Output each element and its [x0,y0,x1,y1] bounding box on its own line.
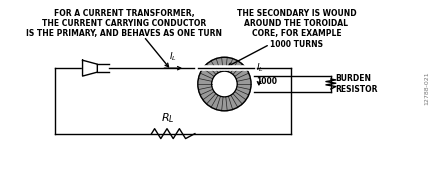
Text: FOR A CURRENT TRANSFORMER,
THE CURRENT CARRYING CONDUCTOR
IS THE PRIMARY, AND BE: FOR A CURRENT TRANSFORMER, THE CURRENT C… [26,9,221,38]
Text: 12788-021: 12788-021 [424,71,428,105]
Text: $I_L$: $I_L$ [255,62,263,74]
Text: BURDEN
RESISTOR: BURDEN RESISTOR [334,74,376,94]
Ellipse shape [211,71,237,97]
Text: $R_L$: $R_L$ [161,111,174,125]
Text: $I_L$: $I_L$ [169,51,177,63]
Text: THE SECONDARY IS WOUND
AROUND THE TOROIDAL
CORE, FOR EXAMPLE
1000 TURNS: THE SECONDARY IS WOUND AROUND THE TOROID… [236,9,355,49]
Text: 1000: 1000 [255,77,276,86]
Polygon shape [82,60,97,76]
Ellipse shape [197,57,250,111]
